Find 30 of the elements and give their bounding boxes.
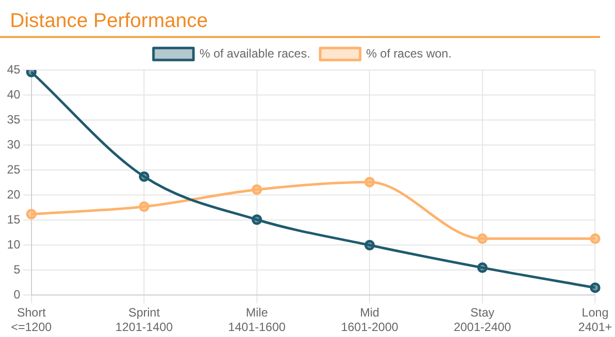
legend-label: % of races won.	[366, 46, 452, 60]
legend-label: % of available races.	[199, 46, 310, 60]
y-tick-label: 25	[6, 162, 21, 176]
point	[364, 176, 375, 188]
point	[590, 233, 600, 244]
x-tick-label: Sprint 1201-1400	[115, 306, 174, 334]
y-tick-label: 35	[6, 112, 21, 126]
point	[26, 208, 37, 220]
x-tick-label: Short <=1200	[10, 306, 52, 334]
point	[477, 233, 488, 244]
x-tick-label: Stay 2001-2400	[454, 306, 512, 334]
y-tick-label: 20	[6, 187, 21, 202]
x-tick-label: Mile 1401-1600	[228, 306, 286, 334]
x-tick-label: Mid 1601-2000	[340, 306, 399, 334]
x-tick-label: Long 2401+	[578, 306, 612, 334]
point	[477, 262, 488, 273]
y-tick-label: 40	[6, 87, 21, 102]
point	[252, 214, 262, 225]
y-tick-label: 0	[14, 288, 21, 302]
point	[364, 240, 375, 250]
y-tick-label: 15	[6, 212, 21, 226]
chart-title: Distance Performance	[0, 0, 600, 38]
y-tick-label: 45	[6, 62, 21, 76]
point	[252, 184, 262, 195]
y-tick-label: 10	[6, 237, 21, 252]
y-tick-label: 30	[6, 137, 21, 152]
point	[138, 171, 150, 182]
point	[590, 282, 600, 293]
point	[138, 201, 150, 212]
y-tick-label: 5	[14, 262, 21, 276]
